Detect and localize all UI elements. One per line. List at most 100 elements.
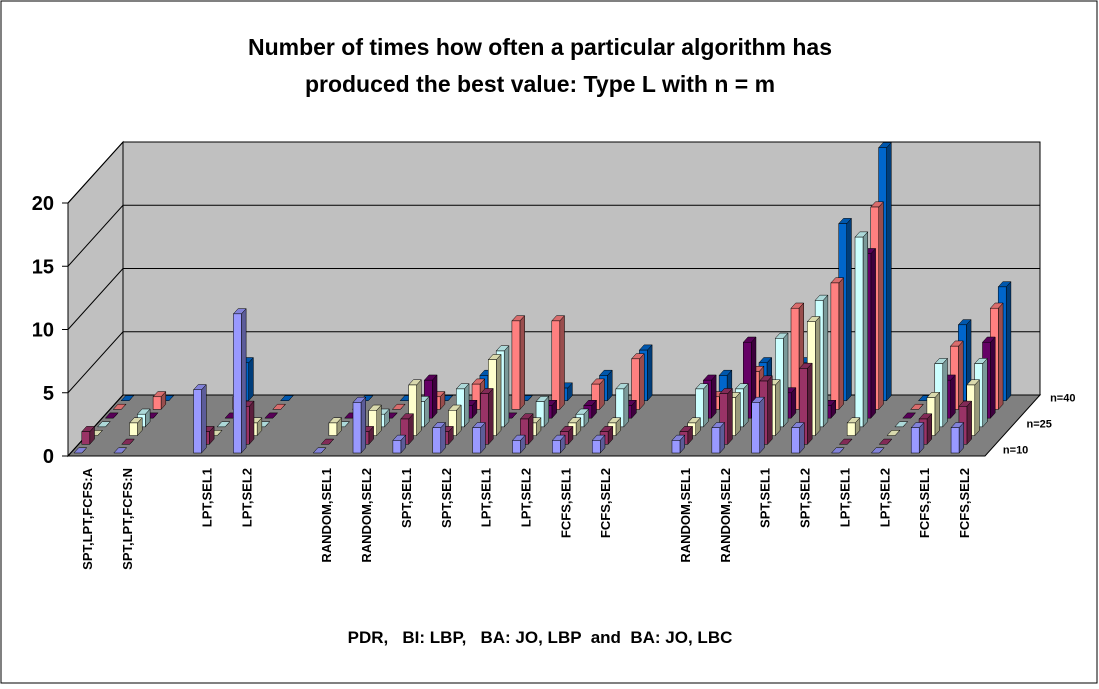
bar-side	[519, 314, 525, 411]
bar-side	[711, 374, 717, 419]
bar-side	[735, 391, 741, 437]
bar-top	[121, 438, 135, 445]
bar-side	[727, 387, 733, 445]
bar-side	[1005, 280, 1012, 402]
bar-top	[838, 438, 853, 445]
bar	[472, 427, 481, 454]
bar	[671, 440, 681, 454]
bar-side	[958, 340, 964, 411]
bar-side	[248, 356, 254, 402]
x-tick-label: FCFS,SEL1	[917, 468, 932, 538]
bar	[152, 396, 162, 410]
x-tick-label: LPT,SEL1	[479, 468, 494, 527]
x-tick-label: FCFS,SEL2	[598, 468, 613, 538]
y-tick-label: 10	[32, 320, 54, 342]
grid-line	[67, 204, 1040, 267]
grid-line	[67, 331, 1040, 394]
bar	[392, 440, 402, 454]
bar-top	[894, 421, 909, 428]
bar	[512, 440, 521, 454]
grid-line	[67, 141, 1040, 204]
x-tick-label: FCFS,SEL2	[957, 468, 972, 538]
bar-top	[902, 412, 917, 419]
bar	[81, 431, 91, 445]
bar-side	[815, 315, 821, 437]
bar-top	[264, 412, 279, 419]
bar	[432, 427, 442, 454]
series-label: n=10	[1003, 445, 1028, 457]
bar	[511, 320, 521, 410]
bar-side	[703, 383, 709, 428]
bar-top	[886, 430, 901, 436]
x-tick-label: SPT,LPT,FCFS:A	[80, 467, 95, 569]
bar-top	[120, 395, 135, 401]
bar-side	[496, 353, 502, 437]
bar	[910, 427, 920, 454]
bar-side	[647, 344, 653, 402]
bar-top	[216, 421, 231, 428]
bar-side	[838, 277, 844, 411]
bar	[854, 236, 864, 428]
bar-top	[910, 403, 924, 410]
bar-top	[73, 447, 88, 454]
bar-top	[870, 447, 885, 454]
bar-side	[759, 396, 765, 454]
y-tick-label: 15	[32, 256, 54, 278]
x-tick-label: SPT,SEL2	[439, 468, 454, 528]
bar-side	[934, 391, 940, 437]
bar-side	[878, 201, 884, 411]
x-tick-label: LPT,SEL2	[519, 468, 534, 527]
bar-side	[623, 383, 629, 428]
bar-top	[391, 403, 406, 410]
bar-side	[416, 379, 422, 437]
bar-top	[96, 421, 111, 428]
bar-side	[432, 374, 438, 419]
bar-side	[990, 336, 996, 419]
series-label: n=40	[1050, 392, 1075, 404]
bar-side	[886, 141, 892, 402]
bar-side	[775, 379, 781, 437]
series-label: n=25	[1027, 419, 1052, 431]
y-tick-label: 20	[32, 193, 54, 215]
bar	[591, 440, 601, 454]
bar-side	[982, 357, 988, 428]
bar-top	[830, 447, 845, 454]
x-tick-label: LPT,SEL2	[239, 468, 254, 527]
bar-side	[241, 307, 247, 454]
bar	[552, 440, 561, 454]
bar	[551, 320, 561, 410]
bar	[846, 422, 856, 436]
bar-top	[312, 447, 327, 454]
x-tick-label: RANDOM,SEL2	[718, 468, 733, 563]
x-tick-label: RANDOM,SEL1	[319, 468, 334, 563]
bar	[352, 402, 362, 454]
x-axis-title: PDR, BI: LBP, BA: JO, LBP and BA: JO, LB…	[348, 628, 733, 647]
bar-side	[464, 383, 470, 428]
bar-side	[966, 400, 972, 445]
x-tick-label: SPT,LPT,FCFS:N	[120, 468, 135, 570]
bar	[830, 282, 840, 410]
bar-side	[360, 396, 366, 454]
x-tick-label: SPT,SEL1	[758, 468, 773, 528]
bar-side	[974, 379, 980, 437]
y-tick-label: 0	[43, 446, 54, 468]
bar	[328, 422, 338, 436]
bar-side	[503, 345, 510, 428]
bar-side	[639, 352, 645, 411]
bar-top	[279, 395, 294, 401]
y-tick-label: 5	[43, 383, 54, 405]
bar-side	[870, 247, 876, 419]
bar-side	[862, 231, 868, 428]
bar-side	[249, 400, 255, 445]
bar	[791, 427, 800, 454]
bar-top	[878, 438, 893, 445]
x-tick-label: RANDOM,SEL2	[359, 468, 374, 563]
bar-side	[942, 357, 948, 428]
x-tick-label: RANDOM,SEL1	[678, 468, 693, 563]
bar-side	[743, 383, 749, 428]
x-tick-label: FCFS,SEL1	[558, 468, 573, 538]
plot-area: 0 5 10 15 20 n=10 n=25 n=40 SPT,LPT,FCFS:A SPT,LP…	[32, 140, 1075, 570]
x-tick-label: SPT,SEL1	[399, 468, 414, 528]
bar-side	[998, 302, 1004, 411]
